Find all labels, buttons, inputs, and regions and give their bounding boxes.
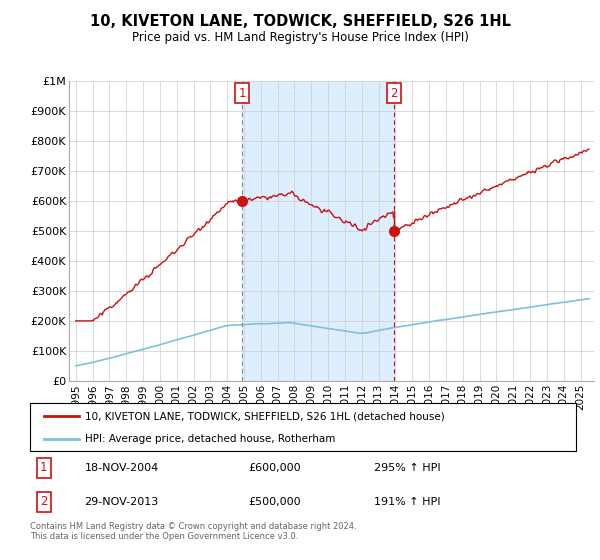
Text: 1: 1	[238, 87, 246, 100]
FancyBboxPatch shape	[30, 403, 576, 451]
Text: Contains HM Land Registry data © Crown copyright and database right 2024.
This d: Contains HM Land Registry data © Crown c…	[30, 522, 356, 542]
Text: £500,000: £500,000	[248, 497, 301, 507]
Text: 2: 2	[390, 87, 398, 100]
Text: 2: 2	[40, 496, 47, 508]
Text: 10, KIVETON LANE, TODWICK, SHEFFIELD, S26 1HL: 10, KIVETON LANE, TODWICK, SHEFFIELD, S2…	[89, 14, 511, 29]
Text: 29-NOV-2013: 29-NOV-2013	[85, 497, 159, 507]
Text: 191% ↑ HPI: 191% ↑ HPI	[374, 497, 440, 507]
Text: HPI: Average price, detached house, Rotherham: HPI: Average price, detached house, Roth…	[85, 434, 335, 444]
Bar	[242, 81, 394, 381]
Text: Price paid vs. HM Land Registry's House Price Index (HPI): Price paid vs. HM Land Registry's House …	[131, 31, 469, 44]
Text: 295% ↑ HPI: 295% ↑ HPI	[374, 463, 440, 473]
Text: 1: 1	[40, 461, 47, 474]
Text: 18-NOV-2004: 18-NOV-2004	[85, 463, 159, 473]
Text: 10, KIVETON LANE, TODWICK, SHEFFIELD, S26 1HL (detached house): 10, KIVETON LANE, TODWICK, SHEFFIELD, S2…	[85, 411, 445, 421]
Text: £600,000: £600,000	[248, 463, 301, 473]
